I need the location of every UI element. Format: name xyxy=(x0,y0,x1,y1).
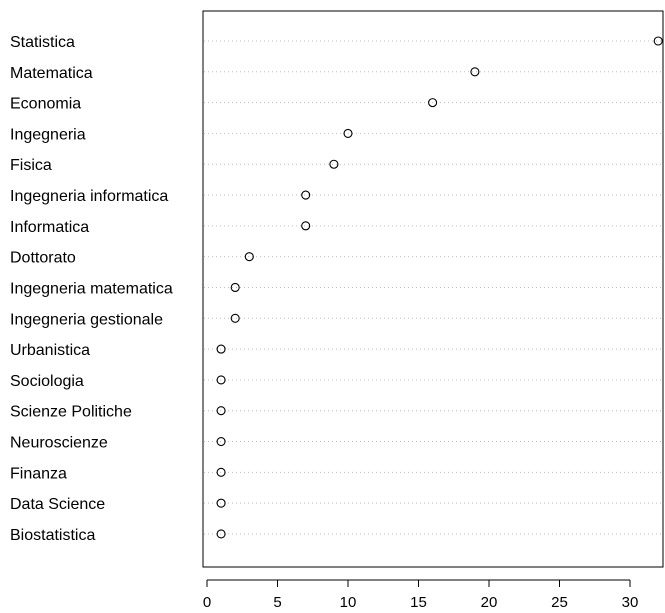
category-label: Informatica xyxy=(10,219,89,236)
data-point xyxy=(301,190,311,200)
data-point xyxy=(653,36,663,46)
category-label: Fisica xyxy=(10,157,52,174)
category-label: Ingegneria matematica xyxy=(10,280,173,297)
x-tick-label: 25 xyxy=(551,594,568,608)
data-point xyxy=(230,282,240,293)
category-label: Dottorato xyxy=(10,250,76,267)
x-axis: 0 5 10 15 20 25 30 xyxy=(203,579,639,611)
data-point xyxy=(216,406,226,416)
category-label: Statistica xyxy=(10,34,75,51)
x-tick-label: 0 xyxy=(203,594,211,608)
data-point xyxy=(244,252,254,262)
x-tick-label: 10 xyxy=(340,594,357,608)
data-point xyxy=(216,344,226,354)
guide-lines xyxy=(204,40,662,535)
data-points xyxy=(216,36,663,539)
x-tick-label: 20 xyxy=(481,594,498,608)
category-labels: Statistica Matematica Economia Ingegneria Fi… xyxy=(10,34,173,544)
category-label: Sociologia xyxy=(10,373,84,390)
category-label: Finanza xyxy=(10,465,67,482)
x-tick-label: 30 xyxy=(622,594,639,608)
x-tick-label: 15 xyxy=(410,594,427,608)
data-point xyxy=(216,375,226,385)
category-label: Data Science xyxy=(10,496,105,513)
category-label: Ingegneria informatica xyxy=(10,188,168,205)
data-point xyxy=(216,498,226,508)
data-point xyxy=(216,529,226,539)
category-label: Neuroscienze xyxy=(10,435,108,452)
data-point xyxy=(230,313,240,323)
data-point xyxy=(301,221,311,231)
category-label: Ingegneria gestionale xyxy=(10,311,163,328)
plot-frame xyxy=(202,10,664,568)
category-label: Ingegneria xyxy=(10,126,86,143)
x-tick-label: 5 xyxy=(273,594,281,608)
data-point xyxy=(470,67,480,77)
data-point xyxy=(428,98,438,108)
data-point xyxy=(329,159,339,169)
category-label: Scienze Politiche xyxy=(10,404,132,421)
category-label: Biostatistica xyxy=(10,527,95,544)
data-point xyxy=(343,128,353,138)
category-label: Economia xyxy=(10,96,81,113)
data-point xyxy=(216,436,226,447)
data-point xyxy=(216,467,226,477)
category-label: Matematica xyxy=(10,65,93,82)
category-label: Urbanistica xyxy=(10,342,90,359)
